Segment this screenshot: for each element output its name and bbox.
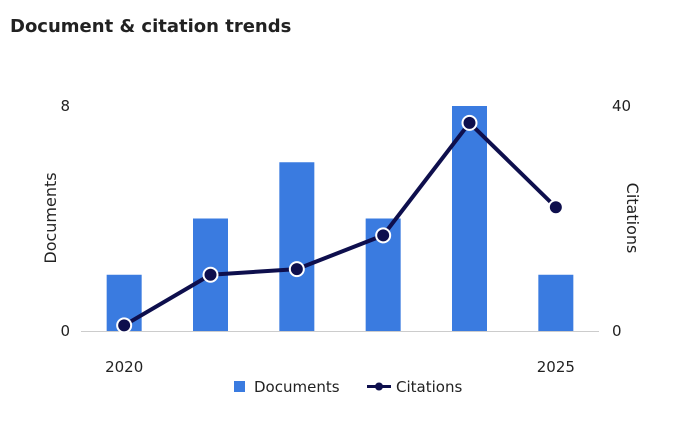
point-citations-2022 xyxy=(288,261,305,278)
line-group xyxy=(116,114,564,334)
y-left-tick-max: 8 xyxy=(60,97,70,115)
point-citations-2021 xyxy=(202,266,219,283)
point-citations-2025 xyxy=(547,199,564,216)
y-left-axis-title: Documents xyxy=(41,172,60,263)
chart-title: Document & citation trends xyxy=(10,16,292,37)
line-citations xyxy=(123,120,558,328)
x-tick-first: 2020 xyxy=(105,358,143,376)
legend-citations-label: Citations xyxy=(396,378,462,396)
legend-documents-swatch xyxy=(234,381,245,392)
x-tick-last: 2025 xyxy=(537,358,575,376)
legend-documents-label: Documents xyxy=(254,378,340,396)
bars-group xyxy=(106,106,574,331)
legend-citations-marker xyxy=(375,382,383,391)
bar-documents-2025 xyxy=(538,274,574,331)
y-right-tick-min: 0 xyxy=(612,322,622,340)
bar-documents-2022 xyxy=(279,162,315,331)
point-citations-2023 xyxy=(375,227,392,244)
point-citations-2024 xyxy=(461,114,478,131)
y-right-tick-max: 40 xyxy=(612,97,631,115)
bar-documents-2024 xyxy=(452,106,487,331)
y-left-tick-min: 0 xyxy=(60,322,70,340)
legend: Documents Citations xyxy=(234,378,462,396)
y-right-axis-title: Citations xyxy=(623,183,642,254)
point-citations-2020 xyxy=(116,317,133,334)
